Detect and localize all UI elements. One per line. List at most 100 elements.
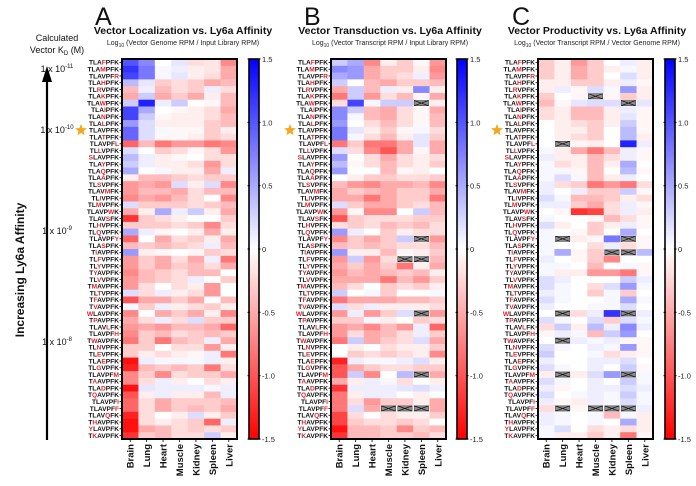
heatmap-cell [413,201,430,209]
heatmap-cell [122,411,139,419]
heatmap-cell [570,106,588,114]
heatmap-cell [122,405,139,413]
heatmap-cell [413,174,430,182]
heatmap-cell [347,432,365,440]
null-cross-icon [588,405,603,412]
heatmap-cell [636,235,654,243]
heatmap-cell [187,391,205,399]
heatmap-cell [587,72,605,80]
heatmap-cell [429,425,447,433]
heatmap-cell [570,215,588,223]
heatmap-cell [187,249,205,257]
colorbar [248,58,260,440]
heatmap-cell [538,282,555,291]
panel-title: Vector Transduction vs. Ly6a Affinity [298,25,482,37]
heatmap-cell [603,357,621,365]
heatmap-cell [603,221,621,229]
heatmap-cell [347,235,365,243]
row-label: TLFVPFK [298,256,328,263]
heatmap-cell [396,194,414,202]
heatmap-cell [204,160,221,168]
heatmap-cell [331,140,348,148]
heatmap-cell [396,174,414,182]
heatmap-cell [429,59,447,67]
heatmap-cell [204,92,221,101]
heatmap-cell [154,398,172,406]
heatmap-cell [554,160,572,168]
heatmap-cell [380,201,398,209]
heatmap-cell [396,208,414,216]
heatmap-cell [204,242,221,250]
heatmap-cell [331,350,348,358]
heatmap-cell [620,262,637,270]
heatmap-cell [138,405,156,413]
heatmap-cell [154,282,172,291]
heatmap-cell [429,357,447,365]
row-label: TLAVSFK [505,216,535,223]
heatmap-cell [171,181,189,189]
heatmap-cell [620,377,637,386]
heatmap-cell [122,344,139,352]
heatmap-cell [347,262,365,270]
heatmap-cell [331,106,348,114]
row-label: TLAVPFI [92,399,119,406]
heatmap-cell [396,269,414,277]
row-label: TQAVPFK [297,392,328,399]
heatmap-cell [187,350,205,358]
heatmap-cell [220,235,238,243]
heatmap-cell [570,357,588,365]
heatmap-cell [636,418,654,426]
heatmap-cell [220,377,238,386]
row-label: TKAVPFK [88,433,119,440]
heatmap-cell [171,276,189,284]
heatmap-cell [154,147,172,155]
row-label: TLAVPFF [506,406,535,413]
column-label: Kidney [400,443,411,475]
heatmap-cell [220,201,238,209]
heatmap-cell [380,174,398,182]
heatmap-cell [138,425,156,433]
row-label: TLTVPFK [506,290,535,297]
row-label: TLADPFK [88,385,119,392]
heatmap-cell [570,276,588,284]
heatmap-cell [570,323,588,331]
heatmap-cell [603,59,621,67]
row-label: TLLVPFK [299,148,328,155]
row-label: TLYVPFK [299,263,329,270]
heatmap-cell [538,208,555,216]
heatmap-cell [587,255,605,263]
heatmap-cell [154,120,172,128]
heatmap-cell [204,113,221,121]
column-label: Heart [368,443,379,468]
heatmap-cell [220,167,238,175]
heatmap-cell [154,269,172,277]
heatmap-cell [363,221,381,229]
row-label: TLAKPFK [504,94,535,101]
row-label: TLATPFK [505,134,535,141]
heatmap-cell [331,276,348,284]
heatmap-cell [396,282,414,291]
heatmap-cell [171,425,189,433]
heatmap-cell [603,371,621,379]
heatmap-cell [154,59,172,67]
heatmap-cell [413,323,430,331]
heatmap-cell [429,187,447,196]
heatmap-cell [603,377,621,386]
heatmap-cell [413,432,430,440]
left-axis: Calculated Vector KD (M) 1 x 10-11 1 x 10… [13,33,84,440]
heatmap-cell [538,269,555,277]
heatmap-cell [603,282,621,291]
heatmap-cell [429,92,447,101]
row-label: TLAVPFY [89,236,119,243]
heatmap-cell [187,310,205,318]
heatmap-cell [171,235,189,243]
heatmap-cell [396,276,414,284]
heatmap-cell [429,181,447,189]
heatmap-cell [396,344,414,352]
heatmap-cell [187,377,205,386]
heatmap-cell [138,120,156,128]
heatmap-cell [138,201,156,209]
heatmap-cell [396,79,414,87]
row-label: TLHVPFK [298,223,329,230]
row-label: TLRVPFK [505,87,536,94]
